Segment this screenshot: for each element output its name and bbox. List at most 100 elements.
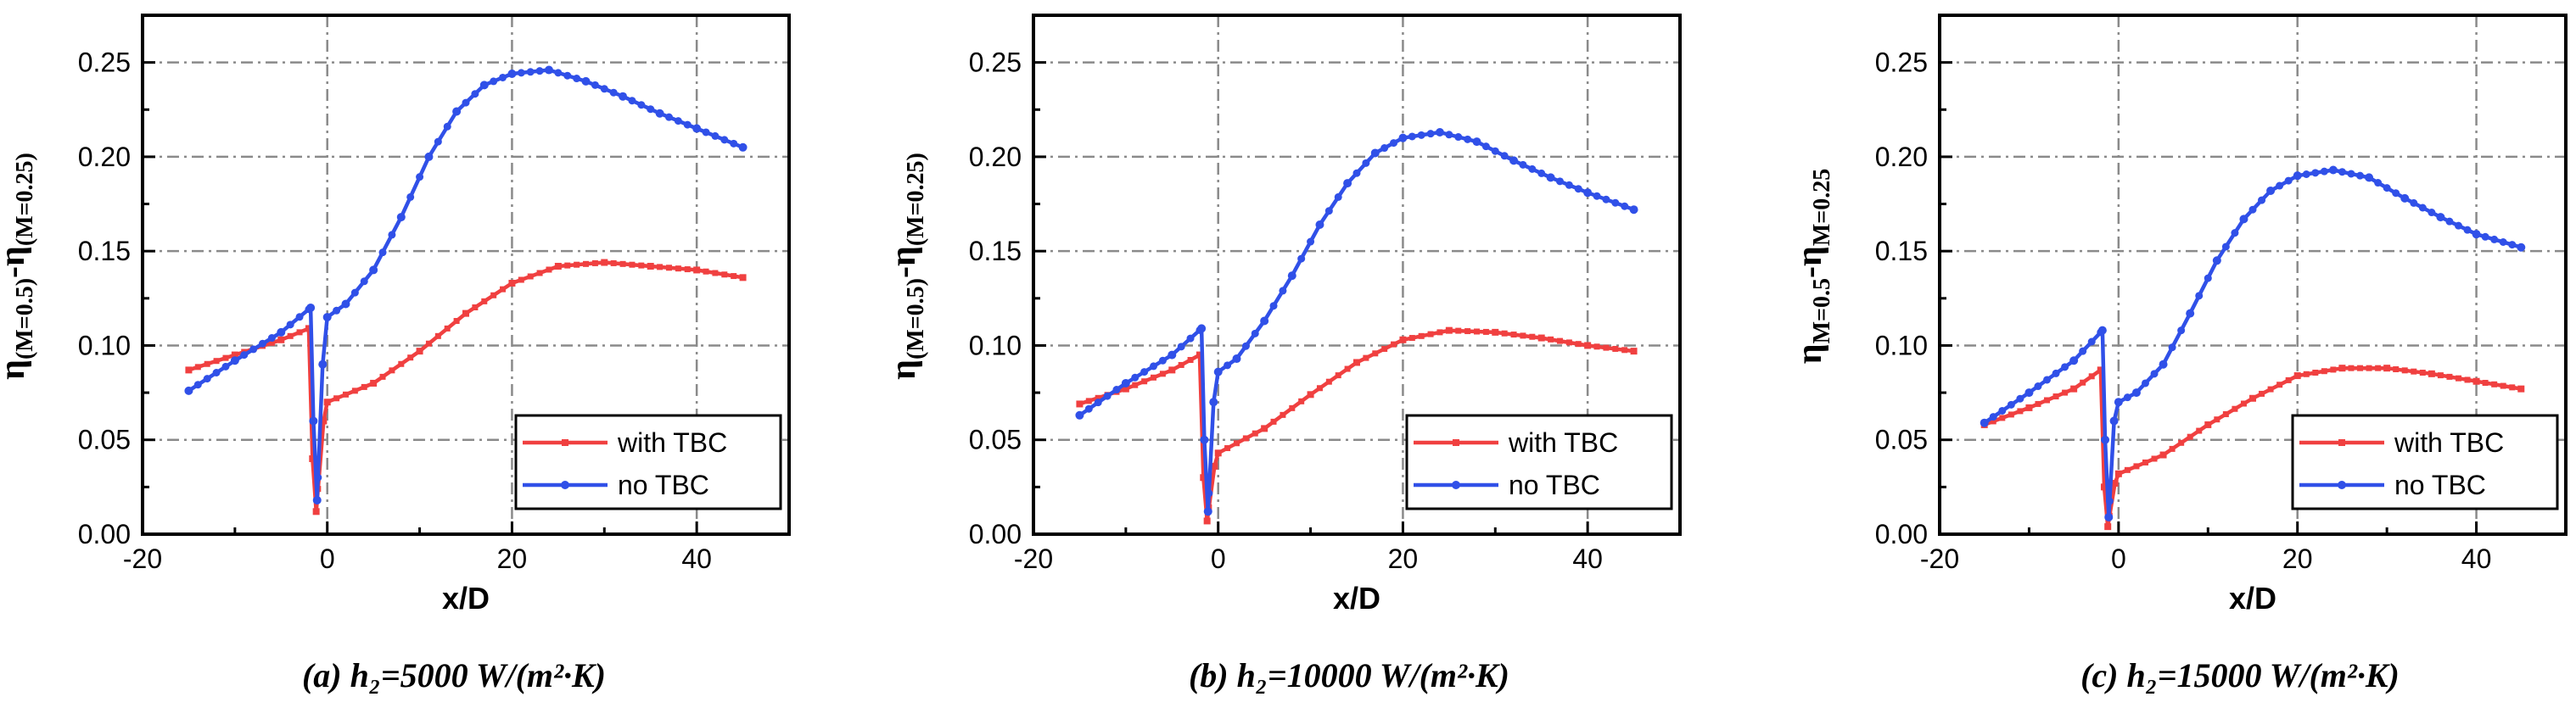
data-point bbox=[1232, 354, 1241, 364]
data-point bbox=[472, 304, 479, 311]
data-point bbox=[193, 381, 202, 389]
data-point bbox=[2419, 370, 2426, 376]
y-label-sub: M=0.25 bbox=[1809, 169, 1835, 246]
data-point bbox=[1482, 328, 1489, 335]
data-point bbox=[2088, 373, 2095, 380]
data-point bbox=[318, 360, 328, 369]
data-point bbox=[323, 399, 331, 406]
data-point bbox=[2231, 229, 2239, 237]
data-point bbox=[637, 101, 646, 109]
y-tick-label: 0.20 bbox=[1875, 142, 1928, 172]
data-point bbox=[2276, 382, 2283, 388]
y-tick-label: 0.20 bbox=[78, 142, 131, 172]
data-point bbox=[2428, 209, 2436, 217]
legend: with TBC no TBC bbox=[2291, 414, 2559, 510]
data-point bbox=[434, 332, 441, 339]
data-point bbox=[564, 262, 571, 269]
legend-box bbox=[2291, 414, 2559, 510]
x-tick-label: -20 bbox=[123, 544, 162, 574]
data-point bbox=[350, 288, 359, 297]
data-point bbox=[2356, 171, 2365, 180]
data-point bbox=[500, 286, 507, 293]
y-axis-label: η(M=0.5)-η(M=0.25) bbox=[884, 153, 929, 380]
y-tick-label: 0.10 bbox=[78, 330, 131, 360]
data-point bbox=[2035, 400, 2041, 407]
data-point bbox=[2517, 385, 2525, 393]
data-point bbox=[2104, 523, 2112, 531]
y-label-sub: (M=0.5) bbox=[12, 278, 38, 360]
data-point bbox=[591, 259, 598, 266]
data-point bbox=[407, 354, 414, 361]
data-point bbox=[2347, 170, 2355, 178]
data-point bbox=[2365, 173, 2374, 182]
data-point bbox=[2454, 221, 2462, 230]
data-point bbox=[2293, 171, 2302, 181]
data-point bbox=[628, 97, 636, 105]
data-point bbox=[1380, 144, 1389, 153]
data-point bbox=[2249, 394, 2256, 402]
data-point bbox=[2034, 382, 2042, 391]
data-point bbox=[295, 313, 304, 321]
data-point bbox=[1168, 350, 1177, 360]
legend-marker bbox=[2338, 481, 2346, 489]
plot-frame bbox=[1938, 14, 2568, 536]
data-point bbox=[1141, 378, 1148, 385]
data-point bbox=[2302, 170, 2310, 178]
data-point bbox=[2446, 373, 2453, 380]
data-point bbox=[2311, 169, 2320, 177]
data-point bbox=[1200, 474, 1207, 482]
data-point bbox=[1381, 345, 1388, 352]
data-point bbox=[2222, 410, 2229, 417]
data-point bbox=[2109, 416, 2119, 426]
data-point bbox=[1316, 385, 1323, 392]
data-point bbox=[2338, 365, 2346, 372]
data-point bbox=[309, 454, 316, 462]
y-label-sub: M=0.5 bbox=[1809, 278, 1835, 343]
data-point bbox=[1593, 192, 1601, 200]
data-point bbox=[2052, 369, 2060, 377]
data-point bbox=[1200, 435, 1209, 444]
data-point bbox=[2024, 388, 2034, 398]
y-tick-label: 0.05 bbox=[1875, 425, 1928, 455]
plot-frame bbox=[141, 14, 791, 536]
data-point bbox=[2348, 365, 2355, 371]
y-label-eta: -η bbox=[0, 246, 32, 278]
data-point bbox=[2016, 394, 2024, 403]
data-point bbox=[2464, 376, 2471, 383]
data-point bbox=[444, 325, 451, 332]
data-point bbox=[1575, 341, 1582, 348]
data-point bbox=[2293, 372, 2301, 380]
data-point bbox=[2062, 389, 2069, 396]
data-point bbox=[1363, 354, 1369, 361]
data-point bbox=[1445, 131, 1453, 139]
y-label-sub: (M=0.25) bbox=[903, 153, 929, 246]
data-point bbox=[1122, 385, 1129, 393]
data-point bbox=[2186, 309, 2195, 318]
data-point bbox=[184, 386, 193, 395]
data-point bbox=[333, 395, 340, 402]
data-point bbox=[2321, 368, 2327, 375]
data-point bbox=[1335, 372, 1341, 379]
data-point bbox=[2401, 367, 2408, 374]
data-point bbox=[212, 369, 221, 377]
data-point bbox=[692, 124, 702, 133]
data-point bbox=[2061, 363, 2069, 371]
legend: with TBC no TBC bbox=[1405, 414, 1673, 510]
data-point bbox=[684, 266, 691, 273]
data-point bbox=[1436, 329, 1443, 336]
data-point bbox=[1612, 345, 1619, 352]
data-point bbox=[314, 473, 322, 482]
data-point bbox=[1224, 361, 1232, 370]
data-point bbox=[721, 271, 728, 278]
data-point bbox=[647, 262, 654, 270]
data-point bbox=[1233, 440, 1240, 447]
data-point bbox=[2239, 215, 2248, 224]
data-point bbox=[574, 261, 580, 268]
data-point bbox=[2159, 360, 2168, 369]
legend: with TBC no TBC bbox=[514, 414, 782, 510]
data-point bbox=[1546, 173, 1555, 182]
y-label-eta: η bbox=[884, 360, 923, 380]
data-point bbox=[453, 318, 460, 325]
data-point bbox=[1269, 302, 1278, 310]
data-point bbox=[1224, 445, 1231, 452]
